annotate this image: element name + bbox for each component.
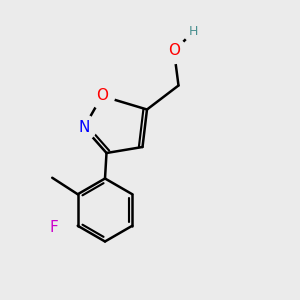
Circle shape [41,215,66,240]
Text: O: O [168,44,180,59]
Circle shape [71,115,97,140]
Circle shape [183,21,204,42]
Circle shape [161,38,187,64]
Text: H: H [189,25,198,38]
Text: F: F [49,220,58,235]
Text: N: N [78,120,90,135]
Circle shape [89,83,115,109]
Text: O: O [96,88,108,104]
